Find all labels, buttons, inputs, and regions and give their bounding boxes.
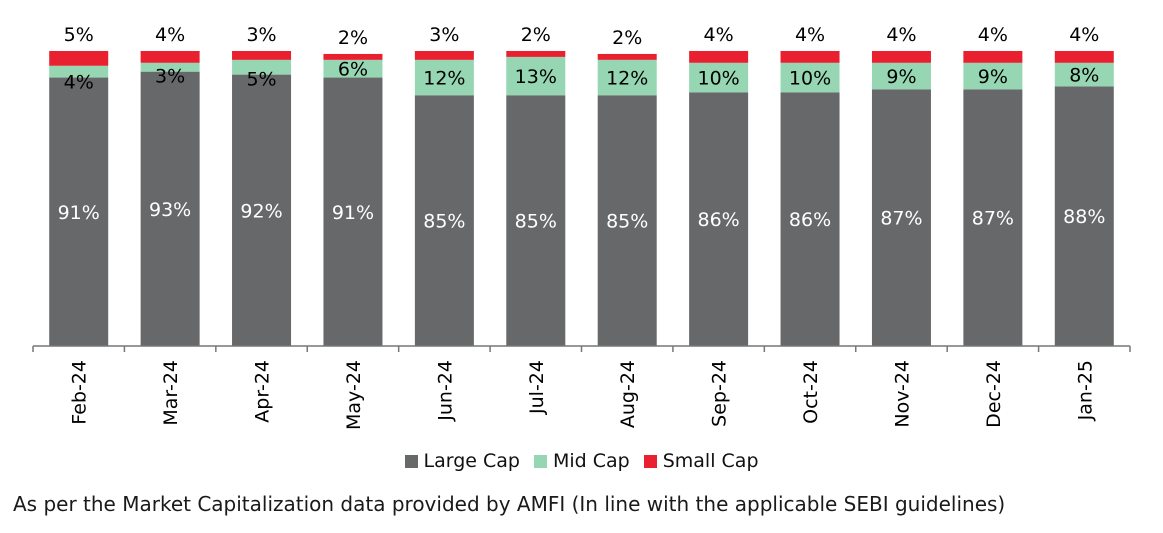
legend-item-small-cap: Small Cap <box>643 450 759 472</box>
data-label-large-cap-oct-24: 86% <box>789 209 831 231</box>
x-tick-label-mar-24: Mar-24 <box>160 360 182 426</box>
data-label-mid-cap-feb-24: 4% <box>64 72 94 94</box>
data-label-mid-cap-sep-24: 10% <box>698 68 740 90</box>
data-label-small-cap-aug-24: 2% <box>612 27 642 49</box>
x-tick-label-aug-24: Aug-24 <box>617 360 639 428</box>
data-label-large-cap-may-24: 91% <box>332 202 374 224</box>
x-tick-label-nov-24: Nov-24 <box>891 360 913 428</box>
footnote: As per the Market Capitalization data pr… <box>13 492 1006 516</box>
data-label-mid-cap-jul-24: 13% <box>515 66 557 88</box>
bar-large-cap-mar-24 <box>140 71 200 347</box>
data-label-mid-cap-jun-24: 12% <box>423 68 465 90</box>
data-label-large-cap-dec-24: 87% <box>972 208 1014 230</box>
data-label-mid-cap-oct-24: 10% <box>789 68 831 90</box>
bar-large-cap-nov-24 <box>871 89 931 346</box>
bar-mid-cap-aug-24 <box>597 59 657 96</box>
legend-item-large-cap: Large Cap <box>404 450 520 472</box>
bars-layer: 91% 4% 5% 93% 3% 4% 92% 5% 3% 91% 6% 2% 85% 12% 3% 85% 1… <box>49 24 1114 347</box>
bar-mid-cap-jan-25 <box>1054 62 1114 87</box>
legend-swatch-large-cap <box>404 454 418 468</box>
bar-small-cap-oct-24 <box>780 51 840 63</box>
data-label-mid-cap-may-24: 6% <box>338 59 368 81</box>
legend-label-small-cap: Small Cap <box>662 450 759 472</box>
x-tick-label-jun-24: Jun-24 <box>434 360 456 422</box>
bar-small-cap-jan-25 <box>1054 51 1114 63</box>
data-label-large-cap-apr-24: 92% <box>240 200 282 222</box>
bar-small-cap-aug-24 <box>597 53 657 60</box>
data-label-large-cap-jan-25: 88% <box>1063 206 1105 228</box>
bar-mid-cap-feb-24 <box>49 65 109 78</box>
data-label-small-cap-nov-24: 4% <box>886 24 916 46</box>
bar-small-cap-apr-24 <box>232 51 292 60</box>
x-tick-labels: Feb-24 Mar-24 Apr-24 May-24 Jun-24 Jul-24 Aug-… <box>69 360 1097 430</box>
x-tick-label-sep-24: Sep-24 <box>709 360 731 427</box>
x-tick-label-jul-24: Jul-24 <box>526 360 548 415</box>
bar-small-cap-feb-24 <box>49 51 109 66</box>
data-label-large-cap-jun-24: 85% <box>423 211 465 233</box>
x-tick-label-apr-24: Apr-24 <box>252 360 274 423</box>
data-label-large-cap-nov-24: 87% <box>880 208 922 230</box>
data-label-small-cap-sep-24: 4% <box>704 24 734 46</box>
bar-large-cap-jan-25 <box>1054 86 1114 347</box>
bar-large-cap-oct-24 <box>780 92 840 346</box>
bar-large-cap-sep-24 <box>689 92 749 346</box>
x-tick-label-jan-25: Jan-25 <box>1074 360 1096 421</box>
data-label-large-cap-jul-24: 85% <box>515 211 557 233</box>
legend-swatch-small-cap <box>643 454 657 468</box>
data-label-mid-cap-nov-24: 9% <box>886 66 916 88</box>
bar-large-cap-feb-24 <box>49 77 109 347</box>
bar-large-cap-jun-24 <box>414 95 474 346</box>
data-label-mid-cap-aug-24: 12% <box>606 68 648 90</box>
data-label-small-cap-may-24: 2% <box>338 27 368 49</box>
bar-small-cap-dec-24 <box>963 51 1023 63</box>
data-label-mid-cap-jan-25: 8% <box>1069 65 1099 87</box>
data-label-mid-cap-mar-24: 3% <box>155 66 185 88</box>
bar-mid-cap-jun-24 <box>414 59 474 96</box>
data-label-large-cap-mar-24: 93% <box>149 199 191 221</box>
data-label-small-cap-jul-24: 2% <box>521 24 551 46</box>
bar-large-cap-apr-24 <box>232 74 292 346</box>
legend: Large Cap Mid Cap Small Cap <box>0 450 1163 472</box>
bar-mid-cap-may-24 <box>323 59 383 78</box>
stacked-bar-chart: 91% 4% 5% 93% 3% 4% 92% 5% 3% 91% 6% 2% 85% 12% 3% 85% 1… <box>32 24 1131 430</box>
data-label-mid-cap-apr-24: 5% <box>246 69 276 91</box>
data-label-small-cap-jan-25: 4% <box>1069 24 1099 46</box>
data-label-large-cap-feb-24: 91% <box>58 202 100 224</box>
bar-mid-cap-sep-24 <box>689 62 749 93</box>
data-label-small-cap-jun-24: 3% <box>429 24 459 46</box>
bar-small-cap-nov-24 <box>871 51 931 63</box>
x-axis <box>32 345 1131 352</box>
bar-mid-cap-apr-24 <box>232 59 292 75</box>
data-label-small-cap-apr-24: 3% <box>246 24 276 46</box>
bar-small-cap-sep-24 <box>689 51 749 63</box>
legend-label-mid-cap: Mid Cap <box>552 450 630 472</box>
bar-mid-cap-dec-24 <box>963 62 1023 90</box>
legend-swatch-mid-cap <box>533 454 547 468</box>
bar-mid-cap-oct-24 <box>780 62 840 93</box>
bar-large-cap-dec-24 <box>963 89 1023 346</box>
bar-mid-cap-nov-24 <box>871 62 931 90</box>
bar-small-cap-jun-24 <box>414 51 474 60</box>
data-label-large-cap-aug-24: 85% <box>606 211 648 233</box>
bar-large-cap-jul-24 <box>506 95 566 346</box>
data-label-mid-cap-dec-24: 9% <box>978 66 1008 88</box>
x-tick-label-oct-24: Oct-24 <box>800 360 822 424</box>
x-tick-label-feb-24: Feb-24 <box>69 360 91 425</box>
bar-small-cap-may-24 <box>323 53 383 60</box>
bar-small-cap-jul-24 <box>506 51 566 57</box>
bar-mid-cap-mar-24 <box>140 62 200 72</box>
x-tick-label-dec-24: Dec-24 <box>983 360 1005 428</box>
bar-large-cap-aug-24 <box>597 95 657 346</box>
data-label-large-cap-sep-24: 86% <box>698 209 740 231</box>
bar-small-cap-mar-24 <box>140 51 200 63</box>
data-label-small-cap-mar-24: 4% <box>155 24 185 46</box>
bar-mid-cap-jul-24 <box>506 56 566 96</box>
bar-large-cap-may-24 <box>323 77 383 347</box>
legend-label-large-cap: Large Cap <box>423 450 520 472</box>
data-label-small-cap-oct-24: 4% <box>795 24 825 46</box>
data-label-small-cap-feb-24: 5% <box>64 24 94 46</box>
x-tick-label-may-24: May-24 <box>343 360 365 430</box>
legend-item-mid-cap: Mid Cap <box>533 450 630 472</box>
data-label-small-cap-dec-24: 4% <box>978 24 1008 46</box>
